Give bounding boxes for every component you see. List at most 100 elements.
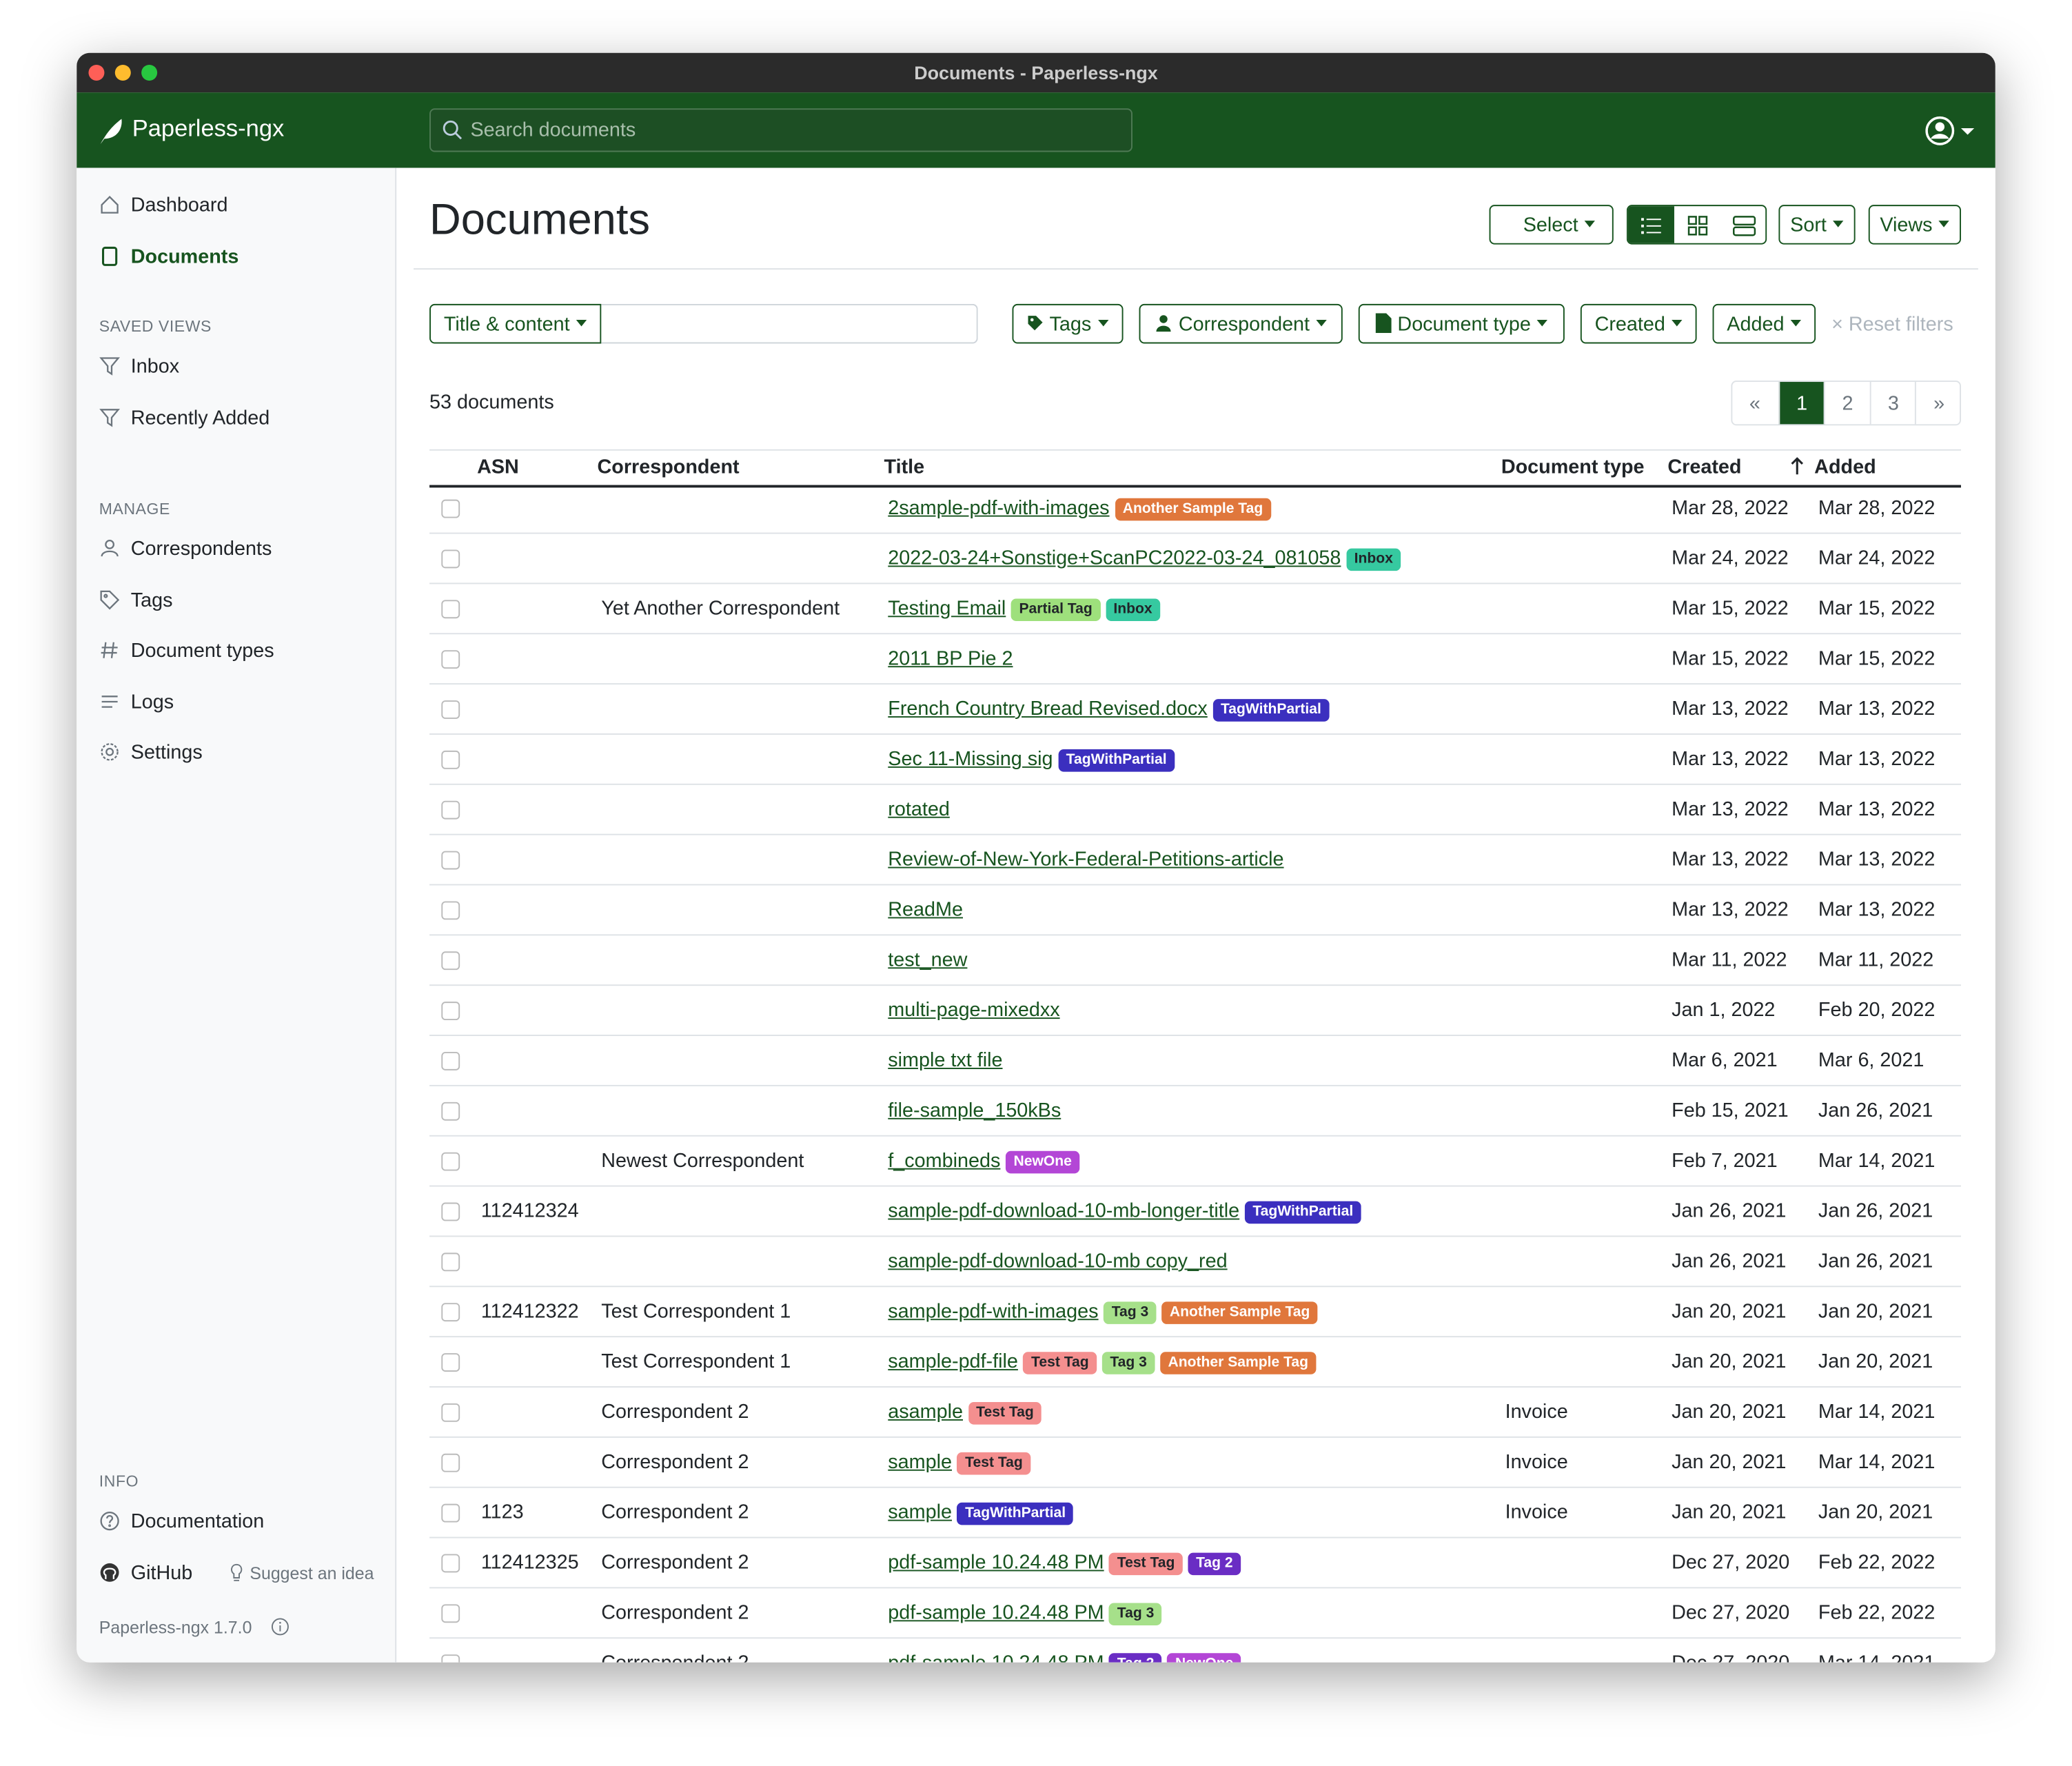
- sidebar-item[interactable]: Documentation: [99, 1506, 264, 1538]
- row-checkbox[interactable]: [441, 1252, 460, 1272]
- tag[interactable]: Inbox: [1346, 548, 1401, 571]
- tag[interactable]: Test Tag: [957, 1452, 1031, 1475]
- views-button[interactable]: Views: [1868, 205, 1961, 245]
- document-link[interactable]: pdf-sample 10.24.48 PM: [888, 1601, 1104, 1625]
- tags-filter[interactable]: Tags: [1012, 303, 1124, 344]
- document-link[interactable]: 2011 BP Pie 2: [888, 647, 1013, 670]
- tag[interactable]: Tag 2: [1188, 1552, 1241, 1576]
- document-link[interactable]: pdf-sample 10.24.48 PM: [888, 1652, 1104, 1662]
- tag[interactable]: Another Sample Tag: [1161, 1301, 1318, 1324]
- suggest-link[interactable]: Suggest an idea: [229, 1563, 374, 1583]
- tag[interactable]: Test Tag: [1109, 1552, 1183, 1576]
- column-header[interactable]: ASN: [477, 456, 519, 478]
- row-checkbox[interactable]: [441, 750, 460, 769]
- row-checkbox[interactable]: [441, 1102, 460, 1121]
- page-button[interactable]: «: [1749, 392, 1760, 415]
- added-filter[interactable]: Added: [1712, 303, 1816, 344]
- document-link[interactable]: test_new: [888, 948, 968, 972]
- tag[interactable]: Tag 2: [1109, 1653, 1162, 1663]
- tag[interactable]: TagWithPartial: [1212, 699, 1330, 722]
- minimize[interactable]: [114, 64, 131, 81]
- document-link[interactable]: sample-pdf-file: [888, 1350, 1018, 1373]
- document-link[interactable]: rotated: [888, 798, 950, 821]
- sidebar-item[interactable]: Settings: [99, 738, 203, 769]
- row-checkbox[interactable]: [441, 1052, 460, 1070]
- tag[interactable]: TagWithPartial: [1058, 749, 1175, 772]
- document-link[interactable]: file-sample_150kBs: [888, 1099, 1062, 1122]
- document-type-filter[interactable]: Document type: [1358, 303, 1565, 344]
- row-checkbox[interactable]: [441, 600, 460, 619]
- sidebar-item[interactable]: Dashboard: [99, 190, 227, 222]
- small-cards-view[interactable]: [1687, 215, 1709, 236]
- tag[interactable]: Another Sample Tag: [1160, 1352, 1317, 1374]
- document-link[interactable]: sample-pdf-download-10-mb-longer-title: [888, 1199, 1240, 1223]
- created-filter[interactable]: Created: [1580, 303, 1697, 344]
- large-cards-view[interactable]: [1732, 215, 1756, 236]
- column-header[interactable]: Correspondent: [597, 456, 740, 478]
- document-link[interactable]: ReadMe: [888, 898, 963, 922]
- sidebar-item[interactable]: Document types: [99, 636, 274, 667]
- tag[interactable]: Inbox: [1105, 598, 1161, 622]
- row-checkbox[interactable]: [441, 1152, 460, 1171]
- tag[interactable]: Partial Tag: [1010, 598, 1101, 622]
- document-link[interactable]: 2022-03-24+Sonstige+ScanPC2022-03-24_081…: [888, 547, 1341, 570]
- document-link[interactable]: Review-of-New-York-Federal-Petitions-art…: [888, 848, 1284, 871]
- row-checkbox[interactable]: [441, 901, 460, 920]
- row-checkbox[interactable]: [441, 1554, 460, 1573]
- page-button[interactable]: 2: [1823, 382, 1870, 425]
- tag[interactable]: TagWithPartial: [957, 1502, 1074, 1525]
- document-link[interactable]: asample: [888, 1401, 963, 1423]
- column-header[interactable]: Added: [1814, 456, 1876, 478]
- row-checkbox[interactable]: [441, 1453, 460, 1472]
- document-link[interactable]: Sec 11-Missing sig: [888, 748, 1053, 771]
- document-link[interactable]: sample-pdf-download-10-mb copy_red: [888, 1250, 1228, 1273]
- sidebar-item[interactable]: Correspondents: [99, 534, 272, 566]
- row-checkbox[interactable]: [441, 800, 460, 820]
- row-checkbox[interactable]: [441, 1503, 460, 1523]
- tag[interactable]: Test Tag: [968, 1402, 1042, 1425]
- row-checkbox[interactable]: [441, 650, 460, 669]
- filter-input[interactable]: [601, 303, 978, 344]
- zoom[interactable]: [141, 64, 158, 81]
- document-link[interactable]: simple txt file: [888, 1049, 1003, 1072]
- correspondent-filter[interactable]: Correspondent: [1139, 303, 1343, 344]
- sidebar-item[interactable]: Tags: [99, 585, 173, 616]
- row-checkbox[interactable]: [441, 499, 460, 518]
- sidebar-item[interactable]: Inbox: [99, 352, 179, 383]
- tag[interactable]: Another Sample Tag: [1115, 498, 1271, 521]
- search-box[interactable]: Search documents: [429, 108, 1133, 152]
- tag[interactable]: Tag 3: [1109, 1603, 1162, 1626]
- row-checkbox[interactable]: [441, 700, 460, 719]
- close[interactable]: [88, 64, 105, 81]
- document-link[interactable]: sample-pdf-with-images: [888, 1300, 1099, 1323]
- document-link[interactable]: 2sample-pdf-with-images: [888, 496, 1110, 520]
- row-checkbox[interactable]: [441, 1303, 460, 1322]
- sidebar-item[interactable]: Recently Added: [99, 403, 270, 435]
- document-link[interactable]: multi-page-mixedxx: [888, 999, 1060, 1022]
- row-checkbox[interactable]: [441, 1202, 460, 1221]
- page-button[interactable]: »: [1915, 382, 1960, 425]
- sort-button[interactable]: Sort: [1778, 205, 1856, 245]
- sidebar-item[interactable]: Logs: [99, 687, 174, 719]
- document-link[interactable]: sample: [888, 1450, 953, 1474]
- row-checkbox[interactable]: [441, 1353, 460, 1372]
- select-button[interactable]: Select: [1489, 205, 1614, 245]
- column-header[interactable]: Document type: [1501, 456, 1645, 478]
- column-header[interactable]: Title: [884, 456, 925, 478]
- app-name[interactable]: Paperless-ngx: [132, 114, 285, 142]
- row-checkbox[interactable]: [441, 1002, 460, 1021]
- document-link[interactable]: French Country Bread Revised.docx: [888, 698, 1208, 720]
- tag[interactable]: Test Tag: [1023, 1352, 1097, 1374]
- column-header[interactable]: Created: [1667, 456, 1742, 478]
- row-checkbox[interactable]: [441, 549, 460, 569]
- tag[interactable]: NewOne: [1167, 1653, 1241, 1663]
- row-checkbox[interactable]: [441, 1654, 460, 1663]
- tag[interactable]: NewOne: [1006, 1150, 1080, 1174]
- text-mode-button[interactable]: Title & content: [429, 303, 602, 344]
- sidebar-item[interactable]: GitHub: [99, 1557, 192, 1589]
- document-link[interactable]: f_combineds: [888, 1149, 1001, 1173]
- row-checkbox[interactable]: [441, 851, 460, 870]
- list-view[interactable]: [1627, 206, 1674, 243]
- page-button[interactable]: 3: [1869, 382, 1916, 425]
- tag[interactable]: TagWithPartial: [1244, 1201, 1361, 1224]
